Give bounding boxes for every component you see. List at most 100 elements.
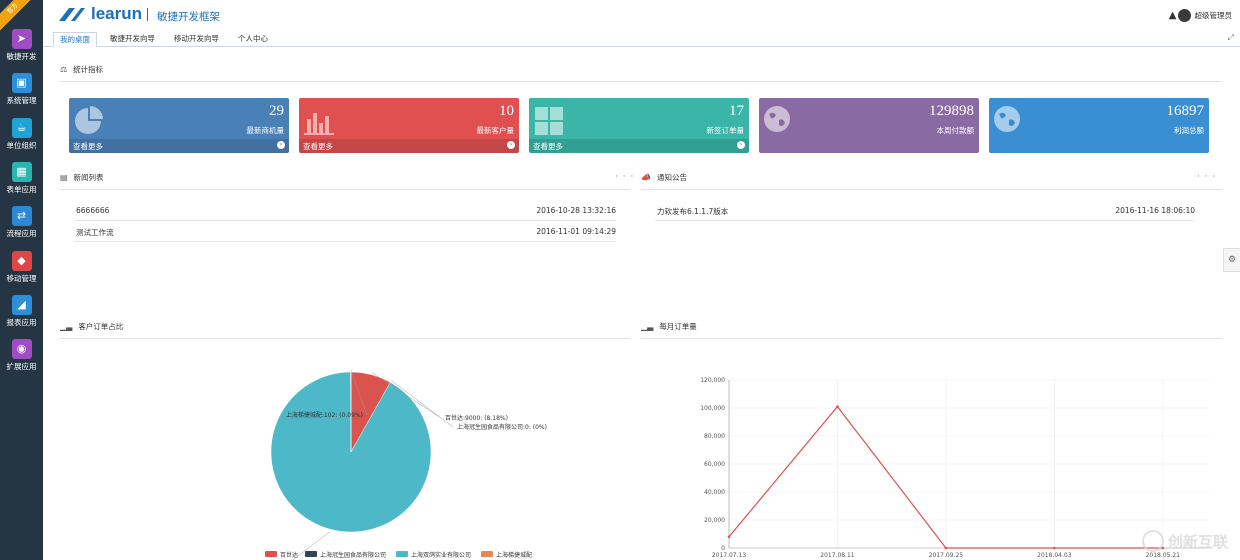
list-item[interactable]: 力软发布6.1.1.7版本 2016-11-16 18:06:10 (655, 200, 1195, 221)
sidebar-item-label: 扩展应用 (6, 362, 37, 372)
stat-label: 利润总额 (1174, 126, 1204, 135)
view-more-link[interactable]: 查看更多 (533, 142, 563, 151)
stat-value: 10 (499, 103, 514, 119)
avatar[interactable] (1177, 8, 1191, 22)
sidebar-item-label: 敏捷开发 (6, 52, 37, 61)
settings-gear-icon[interactable]: ⚙ (1223, 248, 1240, 272)
tab-desktop[interactable]: 我的桌面 (53, 32, 97, 47)
legend-label[interactable]: 上海双鸽实业有限公司 (411, 551, 471, 559)
data-point[interactable] (836, 405, 839, 408)
sidebar-item[interactable]: ◢ 报表应用 (0, 294, 43, 339)
legend-label[interactable]: 上海冠生园食品有限公司 (320, 551, 386, 559)
tab-bar: 我的桌面 敏捷开发向导 移动开发向导 个人中心 ⤢ (43, 30, 1240, 47)
stat-card[interactable]: 17 新签订单量 查看更多 › (529, 98, 749, 153)
stat-card[interactable]: 16897 利润总额 (989, 98, 1209, 153)
pie-chart: 百世达:9000: (8.18%)上海冠生园食品有限公司:0: (0%) 上海双鸽… (265, 369, 547, 560)
line-section-title: 每月订单量 (659, 321, 697, 331)
data-point[interactable] (727, 535, 731, 539)
user-name[interactable]: 超级管理员 (1194, 10, 1233, 20)
list-item-title[interactable]: 6666666 (76, 206, 110, 215)
stats-header: ⚖ 统计指标 (60, 62, 103, 76)
logo-separator (147, 8, 148, 21)
paper-plane-icon: ➤ (11, 29, 32, 49)
legend-swatch[interactable] (481, 551, 493, 557)
sidebar-item[interactable]: ▦ 表单应用 (0, 161, 43, 206)
view-more-link[interactable]: 查看更多 (73, 142, 103, 151)
globe-icon (994, 106, 1020, 132)
legend-swatch[interactable] (396, 551, 408, 557)
stat-card[interactable]: 10 最新客户量查看更多 › (299, 98, 519, 153)
legend-swatch[interactable] (265, 551, 277, 557)
legend-label[interactable]: 上海梯捷城配 (496, 551, 532, 559)
stat-value: 129898 (929, 103, 974, 119)
notice-more-button[interactable]: · · · (1197, 172, 1217, 182)
pie-section-header: ▁▃ 客户订单占比 (60, 319, 123, 333)
y-tick-label: 80,000 (704, 433, 725, 440)
stat-label: 最新客户量 (476, 126, 515, 135)
sidebar-item[interactable]: ▣ 系统管理 (0, 73, 43, 117)
share-icon: ⇄ (11, 206, 32, 227)
arrow-right-icon[interactable]: › (737, 141, 745, 149)
data-point[interactable] (1053, 546, 1056, 550)
list-item-date: 2016-11-01 09:14:29 (536, 227, 616, 236)
list-item-title[interactable]: 测试工作流 (76, 228, 114, 237)
user-menu[interactable]: ▲ 超级管理员 (1169, 7, 1232, 23)
view-more-link[interactable]: 查看更多 (303, 142, 333, 151)
divider (641, 189, 1222, 190)
sidebar-item[interactable]: ☕ 单位组织 (0, 117, 43, 162)
tab-personal-center[interactable]: 个人中心 (238, 34, 268, 43)
list-item[interactable]: 测试工作流 2016-11-01 09:14:29 (74, 221, 616, 242)
legend-swatch[interactable] (305, 551, 317, 557)
pie-chart-icon (75, 106, 103, 134)
sidebar-item-label: 报表应用 (6, 317, 37, 327)
stat-card-footer[interactable]: 查看更多 › (69, 139, 289, 153)
fullscreen-icon[interactable]: ⤢ (1227, 33, 1234, 42)
data-point[interactable] (944, 546, 948, 550)
left-sidebar: 官方 ➤ 敏捷开发 ▣ 系统管理 ☕ 单位组织 ▦ 表单应用 ⇄ 流程应用 ◆ 移动管理 ◢ 报表应用 ◉ 扩… (0, 0, 43, 560)
plugin-icon: ◉ (11, 339, 32, 360)
stat-card[interactable]: 29 最新商机量 查看更多 › (69, 98, 289, 153)
divider (60, 81, 1222, 82)
globe-icon (764, 106, 790, 132)
stat-card[interactable]: 129898 本周付款额 (759, 98, 979, 153)
main-content: ⚖ 统计指标 29 最新商机量 查看更多 › 10 最新客户量 查看更多 › 17 新签订单量 查看… (49, 48, 1235, 560)
pie-label: 上海冠生园食品有限公司:0: (0%) (457, 423, 547, 431)
bar-chart-icon: ▁▃ (60, 321, 73, 331)
bar-chart-icon: ▁▃ (641, 321, 654, 331)
y-tick-label: 60,000 (704, 461, 725, 468)
list-item-title[interactable]: 力软发布6.1.1.7版本 (657, 207, 729, 216)
bell-icon[interactable]: ▲ (1168, 9, 1177, 21)
stat-card-footer[interactable]: 查看更多 › (299, 139, 519, 153)
bullhorn-icon: 📣 (641, 172, 651, 182)
x-tick-label: 2018.04.03 (1037, 552, 1072, 559)
stat-value: 29 (269, 103, 284, 119)
monitor-icon: ▣ (11, 73, 32, 94)
pie-label: 百世达:9000: (8.18%) (445, 414, 508, 422)
notice-title: 通知公告 (656, 172, 687, 182)
data-point[interactable] (1161, 546, 1165, 550)
sidebar-item[interactable]: ◉ 扩展应用 (0, 339, 43, 383)
logo-subtitle: 敏捷开发框架 (157, 11, 220, 23)
list-item-date: 2016-11-16 18:06:10 (1115, 206, 1195, 215)
arrow-right-icon[interactable]: › (507, 141, 515, 149)
x-tick-label: 2017.08.11 (820, 552, 855, 559)
list-item[interactable]: 6666666 2016-10-28 13:32:16 (74, 200, 616, 221)
sidebar-item[interactable]: ⇄ 流程应用 (0, 206, 43, 250)
news-more-button[interactable]: · · · (615, 172, 635, 182)
stat-value: 16897 (1166, 103, 1205, 119)
pie-label: 上海梯捷城配:102: (0.09%) (286, 411, 363, 419)
watermark-logo-icon (1141, 530, 1164, 552)
divider (60, 189, 630, 190)
sidebar-item-label: 移动管理 (6, 273, 37, 283)
arrow-right-icon[interactable]: › (277, 141, 285, 149)
tab-mobile-guide[interactable]: 移动开发向导 (174, 34, 219, 43)
sidebar-item[interactable]: ◆ 移动管理 (0, 250, 43, 295)
tab-agile-guide[interactable]: 敏捷开发向导 (110, 34, 155, 43)
watermark-text: 创新互联 (1167, 532, 1228, 551)
windows-icon (535, 107, 563, 135)
legend-label[interactable]: 百世达 (280, 551, 298, 559)
watermark: 创新互联 (1141, 530, 1228, 552)
table-icon: ▦ (11, 161, 32, 182)
sidebar-item[interactable]: ➤ 敏捷开发 (0, 29, 43, 73)
stat-card-footer[interactable]: 查看更多 › (529, 139, 749, 153)
